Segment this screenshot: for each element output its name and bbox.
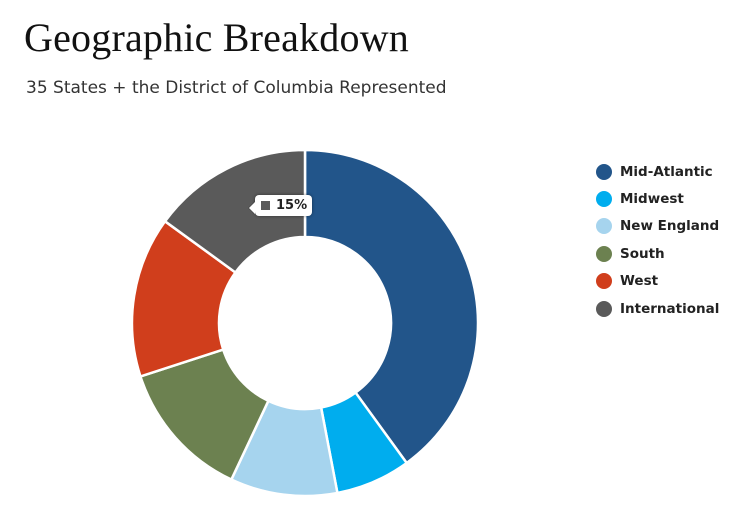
legend-swatch — [596, 273, 612, 290]
page-subtitle: 35 States + the District of Columbia Rep… — [26, 78, 447, 98]
slice-mid-atlantic[interactable] — [303, 148, 480, 465]
tooltip-value: 15% — [276, 198, 308, 213]
slice-international[interactable] — [163, 148, 307, 274]
donut-slices — [130, 148, 480, 498]
tooltip-swatch — [260, 200, 271, 211]
page-title: Geographic Breakdown — [24, 15, 409, 60]
legend-label: West — [620, 273, 659, 290]
legend-swatch — [596, 218, 612, 235]
chart-tooltip: 15% — [255, 195, 313, 216]
legend-label: International — [620, 300, 720, 317]
legend-label: South — [620, 245, 665, 262]
legend-label: Midwest — [620, 191, 684, 208]
legend-label: Mid-Atlantic — [620, 163, 713, 180]
legend-item-mid-atlantic[interactable]: Mid-Atlantic — [596, 158, 719, 185]
legend-item-midwest[interactable]: Midwest — [596, 185, 719, 212]
legend-item-new-england[interactable]: New England — [596, 213, 719, 240]
legend-item-west[interactable]: West — [596, 268, 719, 295]
legend-label: New England — [620, 218, 720, 235]
chart-legend: Mid-Atlantic Midwest New England South West I… — [596, 158, 719, 322]
legend-swatch — [596, 300, 612, 317]
legend-swatch — [596, 163, 612, 180]
legend-item-south[interactable]: South — [596, 240, 719, 267]
legend-item-international[interactable]: International — [596, 295, 719, 322]
legend-swatch — [596, 191, 612, 208]
legend-swatch — [596, 245, 612, 262]
